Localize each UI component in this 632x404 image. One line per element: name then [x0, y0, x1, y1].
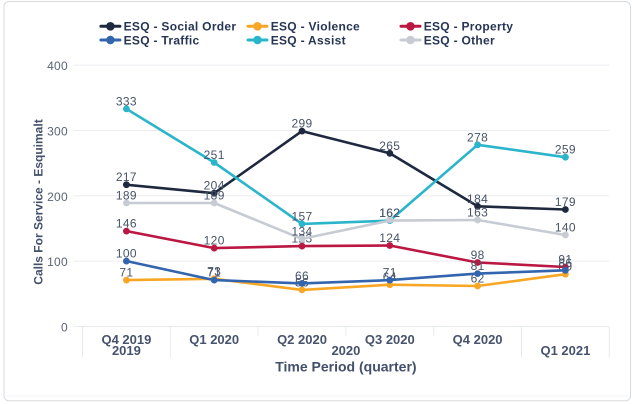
svg-text:184: 184 [467, 192, 488, 206]
svg-text:163: 163 [467, 206, 488, 220]
svg-text:157: 157 [291, 209, 312, 223]
svg-text:134: 134 [291, 224, 312, 238]
svg-text:278: 278 [467, 130, 488, 144]
svg-text:100: 100 [47, 255, 68, 269]
svg-text:ESQ - Other: ESQ - Other [424, 33, 495, 47]
svg-text:ESQ - Violence: ESQ - Violence [271, 20, 360, 34]
svg-text:71: 71 [119, 266, 133, 280]
svg-text:189: 189 [116, 189, 137, 203]
svg-text:140: 140 [555, 221, 576, 235]
svg-text:0: 0 [61, 321, 68, 335]
svg-text:200: 200 [47, 190, 68, 204]
svg-text:Q3 2020: Q3 2020 [365, 332, 415, 347]
svg-text:189: 189 [204, 189, 225, 203]
svg-text:73: 73 [207, 264, 221, 278]
svg-text:ESQ - Traffic: ESQ - Traffic [124, 33, 200, 47]
svg-text:91: 91 [558, 253, 572, 267]
svg-text:81: 81 [471, 259, 485, 273]
svg-text:100: 100 [116, 247, 137, 261]
svg-text:2019: 2019 [112, 343, 141, 358]
svg-text:124: 124 [379, 231, 400, 245]
svg-text:Q4 2019: Q4 2019 [101, 332, 151, 347]
svg-text:146: 146 [116, 217, 137, 231]
svg-text:259: 259 [555, 143, 576, 157]
svg-text:ESQ - Assist: ESQ - Assist [271, 33, 346, 47]
svg-text:66: 66 [295, 269, 309, 283]
svg-text:71: 71 [383, 266, 397, 280]
svg-text:204: 204 [204, 179, 225, 193]
svg-text:98: 98 [471, 248, 485, 262]
svg-text:400: 400 [47, 59, 68, 73]
svg-text:Q2 2020: Q2 2020 [277, 332, 327, 347]
svg-text:Q1 2020: Q1 2020 [189, 332, 239, 347]
svg-text:251: 251 [204, 148, 225, 162]
svg-text:Q4 2020: Q4 2020 [453, 332, 503, 347]
svg-text:300: 300 [47, 125, 68, 139]
svg-text:217: 217 [116, 170, 137, 184]
svg-text:265: 265 [379, 139, 400, 153]
svg-text:Q1 2021: Q1 2021 [540, 343, 590, 358]
svg-text:162: 162 [379, 206, 400, 220]
svg-text:ESQ - Property: ESQ - Property [424, 20, 514, 34]
svg-text:Time Period (quarter): Time Period (quarter) [275, 359, 416, 375]
svg-text:162: 162 [379, 206, 400, 220]
svg-text:71: 71 [207, 266, 221, 280]
svg-text:333: 333 [116, 94, 137, 108]
svg-text:120: 120 [204, 234, 225, 248]
svg-text:299: 299 [291, 117, 312, 131]
svg-text:2020: 2020 [331, 343, 360, 358]
svg-text:86: 86 [558, 256, 572, 270]
svg-text:Calls For Service - Esquimalt: Calls For Service - Esquimalt [32, 119, 46, 284]
svg-text:179: 179 [555, 195, 576, 209]
svg-text:ESQ - Social Order: ESQ - Social Order [124, 20, 237, 34]
